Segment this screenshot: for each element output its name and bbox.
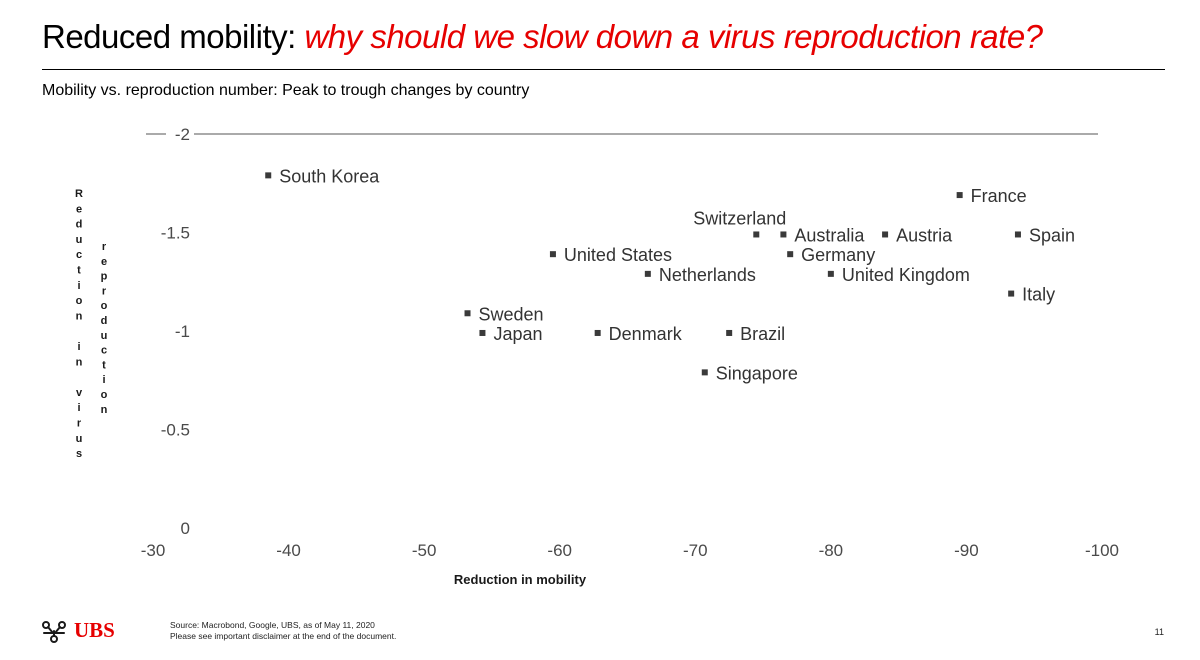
- data-point-marker: [479, 329, 486, 336]
- y-label-letter: v: [76, 387, 83, 399]
- data-point-label: Australia: [794, 225, 865, 245]
- data-point-label: Singapore: [716, 363, 798, 383]
- data-point-marker: [701, 369, 708, 376]
- y-tick-label: 0: [181, 519, 190, 538]
- data-point-label: Switzerland: [693, 208, 786, 228]
- x-tick-label: -30: [141, 541, 166, 560]
- data-point-marker: [956, 192, 963, 199]
- data-point-label: Brazil: [740, 324, 785, 344]
- data-point-label: Germany: [801, 245, 875, 265]
- y-label-letter: t: [102, 359, 106, 371]
- data-point-label: Italy: [1022, 285, 1055, 305]
- y-label-letter: e: [76, 203, 82, 215]
- data-point-marker: [644, 270, 651, 277]
- y-tick-label: -2: [175, 125, 190, 144]
- data-point-label: Austria: [896, 225, 953, 245]
- data-point-label: United Kingdom: [842, 265, 970, 285]
- x-tick-label: -50: [412, 541, 437, 560]
- x-tick-label: -70: [683, 541, 708, 560]
- y-label-letter: i: [102, 374, 105, 386]
- y-label-letter: i: [77, 402, 80, 414]
- data-point-label: Spain: [1029, 225, 1075, 245]
- x-axis-ticks: -30 -40 -50 -60 -70 -80 -90 -100: [141, 541, 1119, 560]
- x-tick-label: -80: [819, 541, 844, 560]
- title-accent: why should we slow down a virus reproduc…: [304, 18, 1043, 55]
- y-label-letter: i: [77, 341, 80, 353]
- y-label-letter: u: [76, 433, 83, 445]
- y-label-letter: i: [77, 280, 80, 292]
- x-tick-label: -90: [954, 541, 979, 560]
- data-point-label: South Korea: [279, 166, 380, 186]
- y-label-letter: r: [102, 285, 107, 297]
- disclaimer-line: Please see important disclaimer at the e…: [170, 631, 397, 641]
- y-label-letter: u: [101, 330, 108, 342]
- data-point-marker: [787, 251, 794, 258]
- y-label-letter: u: [76, 234, 83, 246]
- chart-subtitle: Mobility vs. reproduction number: Peak t…: [42, 82, 530, 99]
- y-label-letter: d: [76, 219, 83, 231]
- y-label-letter: n: [76, 356, 83, 368]
- data-point-marker: [882, 231, 889, 238]
- y-tick-label: -0.5: [161, 421, 190, 440]
- y-tick-label: -1.5: [161, 224, 190, 243]
- data-point-marker: [780, 231, 787, 238]
- x-tick-label: -100: [1085, 541, 1119, 560]
- x-tick-label: -40: [276, 541, 301, 560]
- y-label-letter: n: [76, 310, 83, 322]
- title-divider: [42, 69, 1165, 70]
- ubs-logo: UBS: [40, 618, 115, 643]
- slide-title: Reduced mobility: why should we slow dow…: [42, 18, 1043, 56]
- data-point-marker: [827, 270, 834, 277]
- y-label-letter: r: [77, 418, 82, 430]
- source-line: Source: Macrobond, Google, UBS, as of Ma…: [170, 620, 375, 630]
- data-point-label: Sweden: [479, 304, 544, 324]
- data-point-marker: [464, 310, 471, 317]
- y-label-letter: t: [77, 265, 81, 277]
- y-label-letter: s: [76, 448, 82, 460]
- page-number: 11: [1154, 627, 1164, 637]
- keys-icon: [42, 620, 66, 643]
- y-label-letter: o: [101, 389, 108, 401]
- data-point-label: Denmark: [609, 324, 683, 344]
- y-label-letter: c: [101, 345, 107, 357]
- y-label-letter: d: [101, 315, 108, 327]
- x-tick-label: -60: [547, 541, 572, 560]
- data-point-marker: [265, 172, 272, 179]
- data-points: South Korea France Switzerland Australia Aus…: [265, 166, 1075, 383]
- y-label-letter: c: [76, 249, 82, 261]
- data-point-marker: [1014, 231, 1021, 238]
- data-point-marker: [594, 329, 601, 336]
- y-axis-ticks: 0 -0.5 -1 -1.5 -2: [161, 125, 190, 538]
- y-label-letter: p: [101, 271, 108, 283]
- y-label-letter: r: [102, 241, 107, 253]
- logo-text: UBS: [74, 618, 115, 642]
- data-point-label: France: [971, 186, 1027, 206]
- y-label-letter: n: [101, 404, 108, 416]
- y-label-letter: o: [101, 300, 108, 312]
- y-label-letter: R: [75, 188, 83, 200]
- source-note: Source: Macrobond, Google, UBS, as of Ma…: [170, 620, 396, 642]
- y-label-letter: o: [76, 295, 83, 307]
- data-point-label: Japan: [493, 324, 542, 344]
- data-point-label: United States: [564, 245, 672, 265]
- data-point-marker: [1008, 290, 1015, 297]
- title-plain: Reduced mobility:: [42, 18, 305, 55]
- data-point-label: Netherlands: [659, 265, 756, 285]
- y-tick-label: -1: [175, 322, 190, 341]
- data-point-marker: [753, 231, 760, 238]
- data-point-marker: [726, 329, 733, 336]
- x-axis-label: Reduction in mobility: [454, 572, 587, 587]
- y-label-letter: e: [101, 256, 107, 268]
- data-point-marker: [549, 251, 556, 258]
